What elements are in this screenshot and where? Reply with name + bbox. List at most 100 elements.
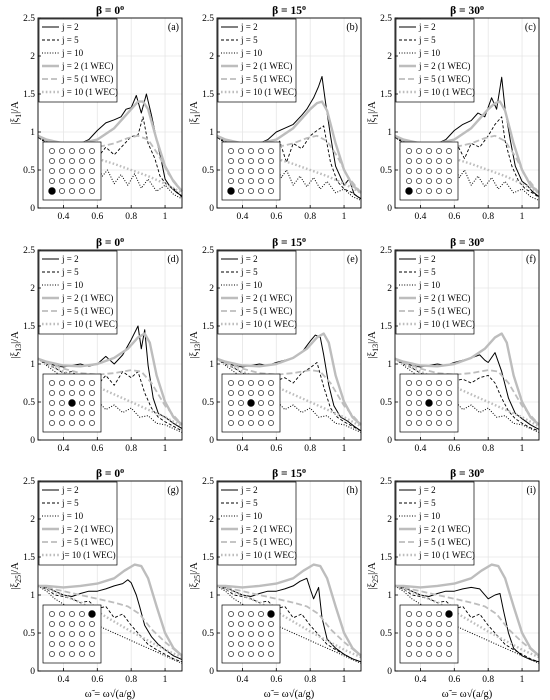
y-tick-label: 1.5	[23, 322, 35, 332]
legend-entry: j = 2 (1 WEC)	[61, 524, 113, 534]
y-tick-label: 0	[387, 204, 392, 214]
series-line-4	[394, 332, 540, 426]
wec-node	[89, 158, 95, 164]
y-tick-label: 1	[387, 360, 392, 370]
legend-entry: j = 5 (1 WEC)	[61, 306, 113, 316]
wec-node	[238, 168, 244, 174]
series-line-3	[394, 585, 540, 664]
selected-wec-marker	[227, 187, 235, 195]
x-tick-label: 0.6	[448, 212, 460, 222]
wec-node	[49, 390, 55, 396]
series-line-5	[37, 357, 183, 426]
legend-entry: j = 10	[418, 48, 441, 58]
wec-node	[406, 178, 412, 184]
y-tick-label: 1.5	[380, 322, 392, 332]
wec-node	[79, 400, 85, 406]
y-tick-label: 1	[30, 360, 35, 370]
wec-node	[89, 188, 95, 194]
x-tick-label: 0.4	[236, 675, 248, 685]
series-line-3	[216, 585, 362, 664]
y-tick-label: 2	[387, 284, 392, 294]
selected-wec-marker	[88, 610, 96, 618]
wec-node	[69, 621, 75, 627]
wec-node	[406, 148, 412, 154]
wec-node	[69, 380, 75, 386]
wec-node	[406, 611, 412, 617]
wec-node	[69, 611, 75, 617]
wec-node	[49, 410, 55, 416]
y-tick-label: 0	[209, 667, 214, 677]
legend-entry: j = 5 (1 WEC)	[418, 306, 470, 316]
wec-node	[89, 651, 95, 657]
wec-node	[436, 188, 442, 194]
y-axis-label: |ξ1|/A	[10, 101, 23, 125]
wec-node	[238, 158, 244, 164]
y-tick-label: 0	[30, 204, 35, 214]
selected-wec-marker	[445, 610, 453, 618]
wec-node	[426, 651, 432, 657]
wec-node	[49, 641, 55, 647]
selected-wec-marker	[425, 399, 433, 407]
y-tick-label: 2.5	[380, 246, 392, 256]
legend-box	[395, 18, 475, 103]
wec-node	[228, 178, 234, 184]
wec-node	[248, 390, 254, 396]
panel-h: j = 2 j = 5 j = 10 j = 2 (1 WEC) j = 5 (1 WE…	[189, 466, 362, 700]
wec-node	[268, 621, 274, 627]
wec-node	[69, 390, 75, 396]
series-line-6	[37, 357, 183, 428]
wec-node	[416, 178, 422, 184]
y-tick-label: 1.5	[202, 553, 214, 563]
x-tick-label: 0.4	[236, 444, 248, 454]
legend-box	[38, 481, 118, 566]
y-tick-label: 0	[387, 436, 392, 446]
legend-entry: j = 2	[61, 254, 79, 264]
legend-entry: j = 10	[61, 280, 84, 290]
x-axis-label: ω̃ = ω√(a/g)	[442, 688, 493, 700]
wec-node	[426, 621, 432, 627]
x-tick-label: 0.4	[414, 212, 426, 222]
legend-entry: j = 5	[240, 267, 258, 277]
wec-node	[446, 158, 452, 164]
series-line-5	[216, 357, 362, 426]
y-tick-label: 1	[209, 591, 214, 601]
wec-node	[258, 178, 264, 184]
wec-node	[268, 380, 274, 386]
x-tick-label: 0.6	[270, 212, 282, 222]
wec-node	[49, 631, 55, 637]
panel-title: β = 15o	[272, 3, 306, 17]
y-tick-label: 2	[30, 52, 35, 62]
y-tick-label: 0.5	[23, 398, 35, 408]
series-line-3	[37, 585, 183, 664]
x-tick-label: 0.6	[448, 444, 460, 454]
wec-node	[446, 148, 452, 154]
wec-node	[238, 178, 244, 184]
wec-node	[238, 188, 244, 194]
panel-label: (c)	[525, 22, 536, 33]
y-axis-label: |ξ1|/A	[367, 101, 380, 125]
legend-entry: j = 10 (1 WEC)	[240, 550, 297, 560]
legend-entry: j = 5	[61, 498, 79, 508]
y-tick-label: 1	[209, 128, 214, 138]
wec-node	[406, 651, 412, 657]
wec-node	[426, 188, 432, 194]
wec-node	[268, 641, 274, 647]
wec-node	[416, 420, 422, 426]
wec-node	[406, 168, 412, 174]
wec-node	[446, 178, 452, 184]
wec-node	[79, 641, 85, 647]
wec-node	[79, 611, 85, 617]
wec-node	[228, 641, 234, 647]
legend-entry: j = 10	[418, 511, 441, 521]
x-tick-label: 0.6	[270, 444, 282, 454]
y-tick-label: 2.5	[23, 14, 35, 24]
axes-frame	[37, 249, 183, 441]
series-line-4	[37, 332, 183, 426]
y-axis-label: |ξ13|/A	[10, 331, 23, 359]
y-tick-label: 2	[209, 515, 214, 525]
wec-node	[89, 148, 95, 154]
wec-node	[258, 400, 264, 406]
panel-c: j = 2 j = 5 j = 10 j = 2 (1 WEC) j = 5 (1 WE…	[367, 3, 540, 222]
legend-entry: j = 2 (1 WEC)	[418, 524, 470, 534]
